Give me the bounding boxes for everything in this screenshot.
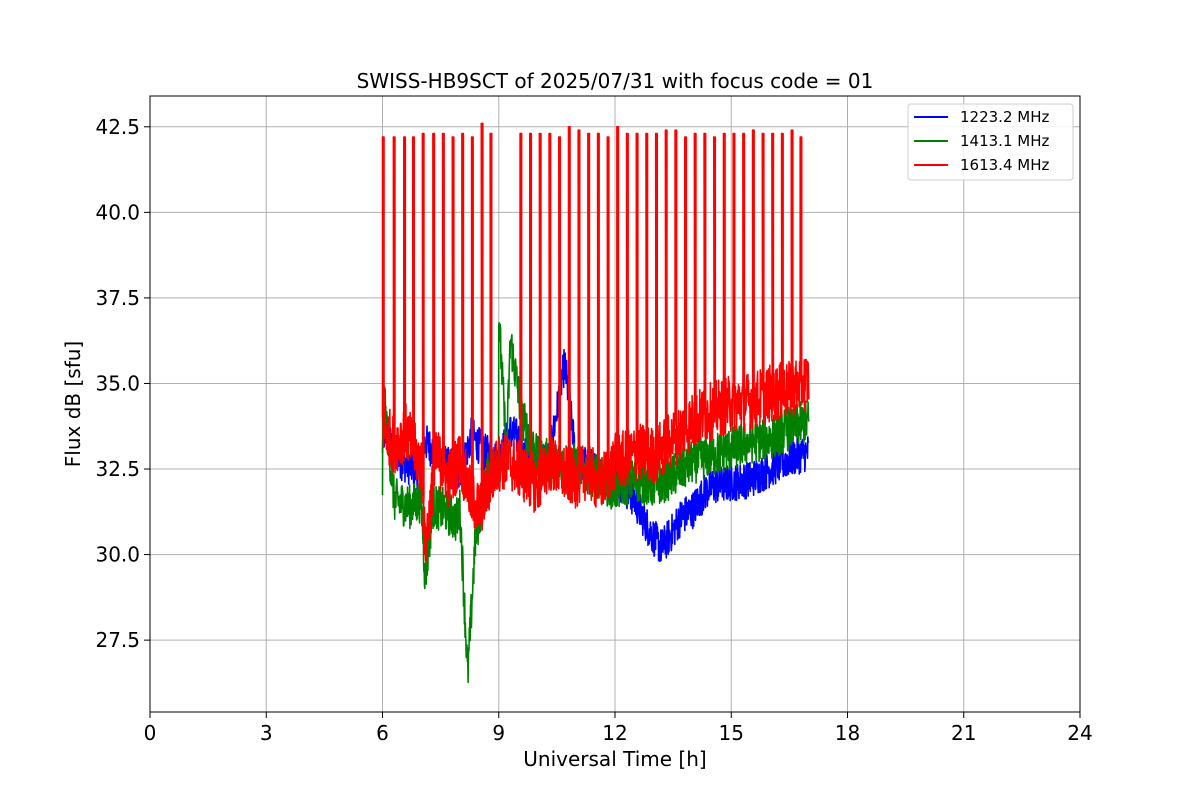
legend-label-1223-2-mhz: 1223.2 MHz: [960, 108, 1049, 126]
x-tick-label: 9: [492, 721, 505, 745]
legend-box: [907, 103, 1074, 181]
y-tick-label: 32.5: [95, 457, 140, 481]
legend: 1223.2 MHz 1413.1 MHz 1613.4 MHz: [907, 103, 1074, 181]
y-tick-label: 27.5: [95, 628, 140, 652]
x-tick-label: 6: [376, 721, 389, 745]
series-line-1413-1-mhz: [381, 321, 810, 684]
x-tick-label: 3: [260, 721, 273, 745]
y-tick-label: 35.0: [95, 371, 140, 395]
legend-label-1413-1-mhz: 1413.1 MHz: [960, 132, 1049, 150]
x-axis-ticks: 0 3 6 9 12 15 18 21 24: [144, 712, 1093, 745]
y-axis-ticks: 27.5 30.0 32.5 35.0 37.5 40.0 42.5: [95, 115, 150, 652]
y-tick-label: 30.0: [95, 543, 140, 567]
y-axis-title: Flux dB [sfu]: [61, 341, 85, 467]
y-tick-label: 40.0: [95, 200, 140, 224]
x-tick-label: 12: [602, 721, 627, 745]
x-axis-title: Universal Time [h]: [523, 747, 706, 771]
x-tick-label: 21: [951, 721, 976, 745]
x-tick-label: 24: [1067, 721, 1092, 745]
series-line-1613-4-mhz: [381, 122, 810, 563]
plot-series: [381, 122, 810, 684]
y-tick-label: 42.5: [95, 115, 140, 139]
legend-label-1613-4-mhz: 1613.4 MHz: [960, 156, 1049, 174]
chart-title: SWISS-HB9SCT of 2025/07/31 with focus co…: [357, 69, 874, 93]
y-tick-label: 37.5: [95, 286, 140, 310]
x-tick-label: 0: [144, 721, 157, 745]
x-tick-label: 18: [835, 721, 860, 745]
x-tick-label: 15: [719, 721, 744, 745]
